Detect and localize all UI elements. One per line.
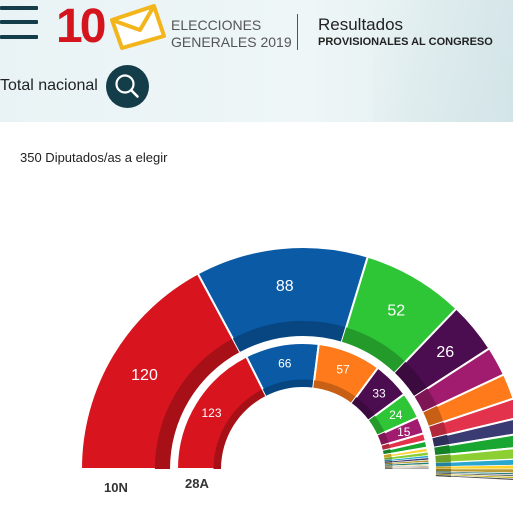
region-selector-label[interactable]: Total nacional <box>0 77 98 94</box>
seat-label-28a-2: 66 <box>278 356 292 370</box>
hamburger-menu-icon[interactable] <box>0 4 40 42</box>
search-icon <box>115 74 139 98</box>
results-subtitle: PROVISIONALES AL CONGRESO <box>318 36 493 48</box>
logo-text: ELECCIONES GENERALES 2019 <box>171 17 292 51</box>
logo-line-2: GENERALES 2019 <box>171 34 292 50</box>
seat-label-10n-4: 26 <box>436 344 454 361</box>
seats-title: 350 Diputados/as a elegir <box>20 150 168 165</box>
seat-label-10n-3: 52 <box>387 302 405 319</box>
seat-label-28a-4: 33 <box>372 386 386 400</box>
seat-label-10n-2: 88 <box>276 278 294 295</box>
logo-line-1: ELECCIONES <box>171 17 262 33</box>
envelope-icon <box>110 4 166 50</box>
legend-label-10n: 10N <box>104 480 128 495</box>
seat-label-28a-1: 123 <box>201 406 221 420</box>
seat-label-28a-6: 15 <box>397 425 411 439</box>
seat-label-10n-1: 120 <box>131 367 158 384</box>
header-decoration <box>373 0 513 122</box>
arc-segment-28a-18[interactable] <box>384 467 430 470</box>
search-button[interactable] <box>106 65 149 108</box>
page-header: 10 ELECCIONES GENERALES 2019 Resultados … <box>0 0 513 122</box>
seat-label-28a-5: 24 <box>389 408 403 422</box>
header-divider <box>297 14 298 50</box>
seat-label-28a-3: 57 <box>336 363 350 377</box>
results-title: Resultados <box>318 15 404 34</box>
logo-number: 10 <box>56 0 106 53</box>
legend-label-28a: 28A <box>185 476 209 491</box>
